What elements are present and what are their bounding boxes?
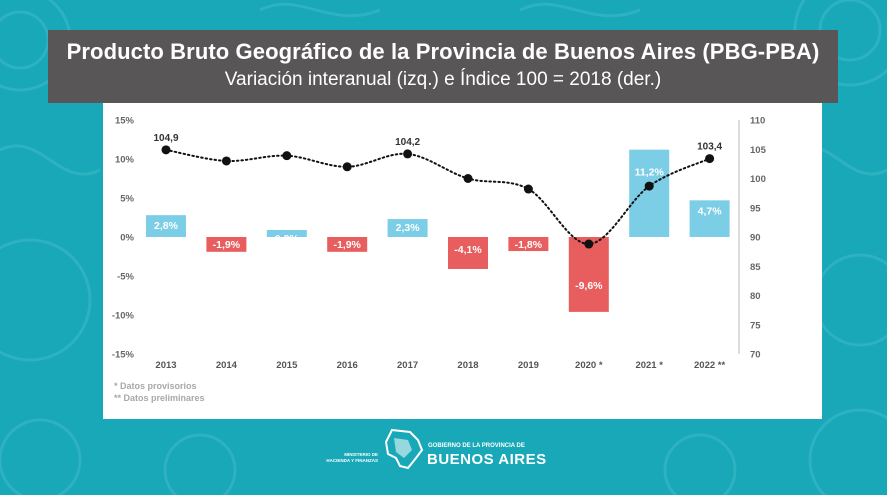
bar <box>146 215 186 237</box>
y-left-tick-label: -5% <box>117 272 134 283</box>
ministry-logo-text: MINISTERIO DE HACIENDA Y FINANZAS <box>314 452 378 464</box>
y-right-tick-label: 80 <box>750 291 761 302</box>
bar-value-label: 11,2% <box>635 167 665 179</box>
bar <box>266 229 307 237</box>
y-right-tick-label: 70 <box>750 350 761 361</box>
y-left-tick-label: 15% <box>115 116 135 127</box>
index-value-label: 104,2 <box>395 137 420 148</box>
index-point <box>463 174 473 183</box>
x-tick-label: 2022 ** <box>694 360 725 371</box>
index-value-label: 103,4 <box>697 142 722 153</box>
index-point <box>644 181 654 191</box>
chart-title: Producto Bruto Geográfico de la Provinci… <box>66 39 820 64</box>
x-tick-label: 2020 * <box>575 360 603 371</box>
bar <box>689 200 730 237</box>
index-point <box>705 154 715 164</box>
gov-line: GOBIERNO DE LA PROVINCIA DE <box>428 443 525 449</box>
x-tick-label: 2017 <box>397 360 418 371</box>
bar-value-label: -9,6% <box>575 280 603 292</box>
y-left-tick-label: -15% <box>112 350 135 361</box>
x-tick-label: 2015 <box>276 360 298 371</box>
bar-value-label: 2,8% <box>154 220 179 232</box>
y-right-tick-label: 105 <box>750 145 767 156</box>
y-left-tick-label: 10% <box>115 155 135 166</box>
index-line <box>165 148 711 246</box>
x-tick-label: 2016 <box>337 360 358 371</box>
bar <box>387 219 428 237</box>
bar-value-label: -1,8% <box>515 239 543 251</box>
bar-value-label: -1,9% <box>333 239 361 251</box>
y-right-tick-label: 75 <box>750 320 761 331</box>
index-point <box>282 151 292 161</box>
bar-value-label: 0,9% <box>275 233 300 245</box>
index-point <box>403 149 413 159</box>
x-tick-label: 2021 * <box>635 360 663 371</box>
bar <box>508 237 549 252</box>
bar <box>327 237 368 252</box>
y-left-tick-label: -10% <box>112 311 135 322</box>
y-right-tick-label: 100 <box>750 174 766 185</box>
index-point <box>221 156 231 166</box>
index-point <box>342 162 352 172</box>
ministry-line-1: MINISTERIO DE <box>344 452 378 457</box>
y-right-tick-label: 90 <box>750 233 761 244</box>
province-map-icon <box>384 428 424 470</box>
chart-svg: 15% 10% 5% 0% -5% -10% -15% 110 105 100 95 90 85 80 75… <box>112 116 767 372</box>
index-value-label: 104,9 <box>153 133 178 144</box>
y-left-tick-label: 0% <box>120 233 134 244</box>
y-right-tick-label: 95 <box>750 203 761 214</box>
note-provisional: * Datos provisorios <box>114 381 197 391</box>
bar-value-label: -1,9% <box>213 239 241 251</box>
bar <box>448 237 488 269</box>
y-right-tick-label: 110 <box>750 116 765 127</box>
y-right-tick-label: 85 <box>750 262 761 273</box>
bar <box>206 237 247 252</box>
bar-value-label: 2,3% <box>396 222 421 234</box>
y-left-tick-label: 5% <box>120 194 134 205</box>
chart-panel: 15% 10% 5% 0% -5% -10% -15% 110 105 100 95 90 85 80 75… <box>103 103 822 419</box>
bar-value-label: -4,1% <box>454 244 482 256</box>
bar <box>629 149 670 237</box>
chart-subtitle: Variación interanual (izq.) e Índice 100… <box>224 69 662 90</box>
ministry-line-2: HACIENDA Y FINANZAS <box>326 458 378 463</box>
x-tick-label: 2014 <box>216 360 238 371</box>
gov-name: BUENOS AIRES <box>427 451 547 468</box>
index-point <box>523 184 533 194</box>
bar <box>568 237 609 312</box>
x-tick-label: 2019 <box>518 360 539 371</box>
index-point <box>584 239 594 249</box>
chart-header: Producto Bruto Geográfico de la Provinci… <box>48 30 838 103</box>
x-tick-label: 2018 <box>457 360 478 371</box>
note-preliminary: ** Datos preliminares <box>114 393 205 403</box>
bar-value-label: 4,7% <box>698 205 723 217</box>
x-tick-label: 2013 <box>155 360 176 371</box>
index-point <box>161 145 171 155</box>
